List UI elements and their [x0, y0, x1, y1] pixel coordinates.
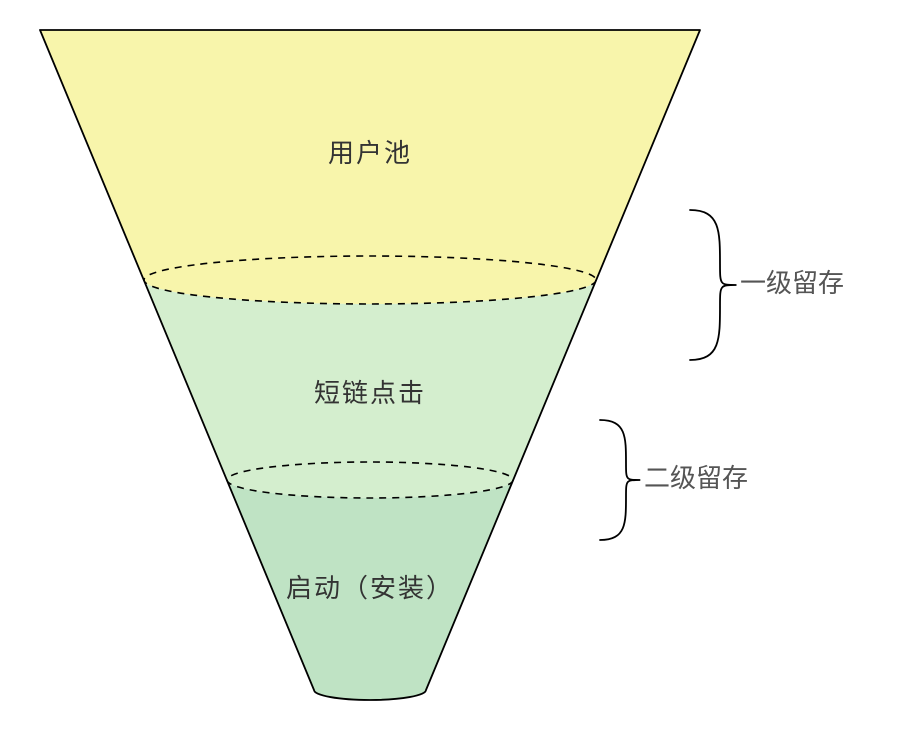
brace-1 — [690, 210, 737, 360]
funnel-segment-label-2: 短链点击 — [314, 378, 426, 408]
funnel-diagram: 用户池短链点击启动（安装） 一级留存二级留存 — [0, 0, 921, 733]
annotation-label-2: 二级留存 — [644, 463, 748, 493]
funnel-segment-label-3: 启动（安装） — [286, 573, 454, 603]
funnel-segment-label-1: 用户池 — [328, 138, 412, 168]
brace-2 — [600, 420, 640, 540]
annotation-label-1: 一级留存 — [740, 268, 844, 298]
